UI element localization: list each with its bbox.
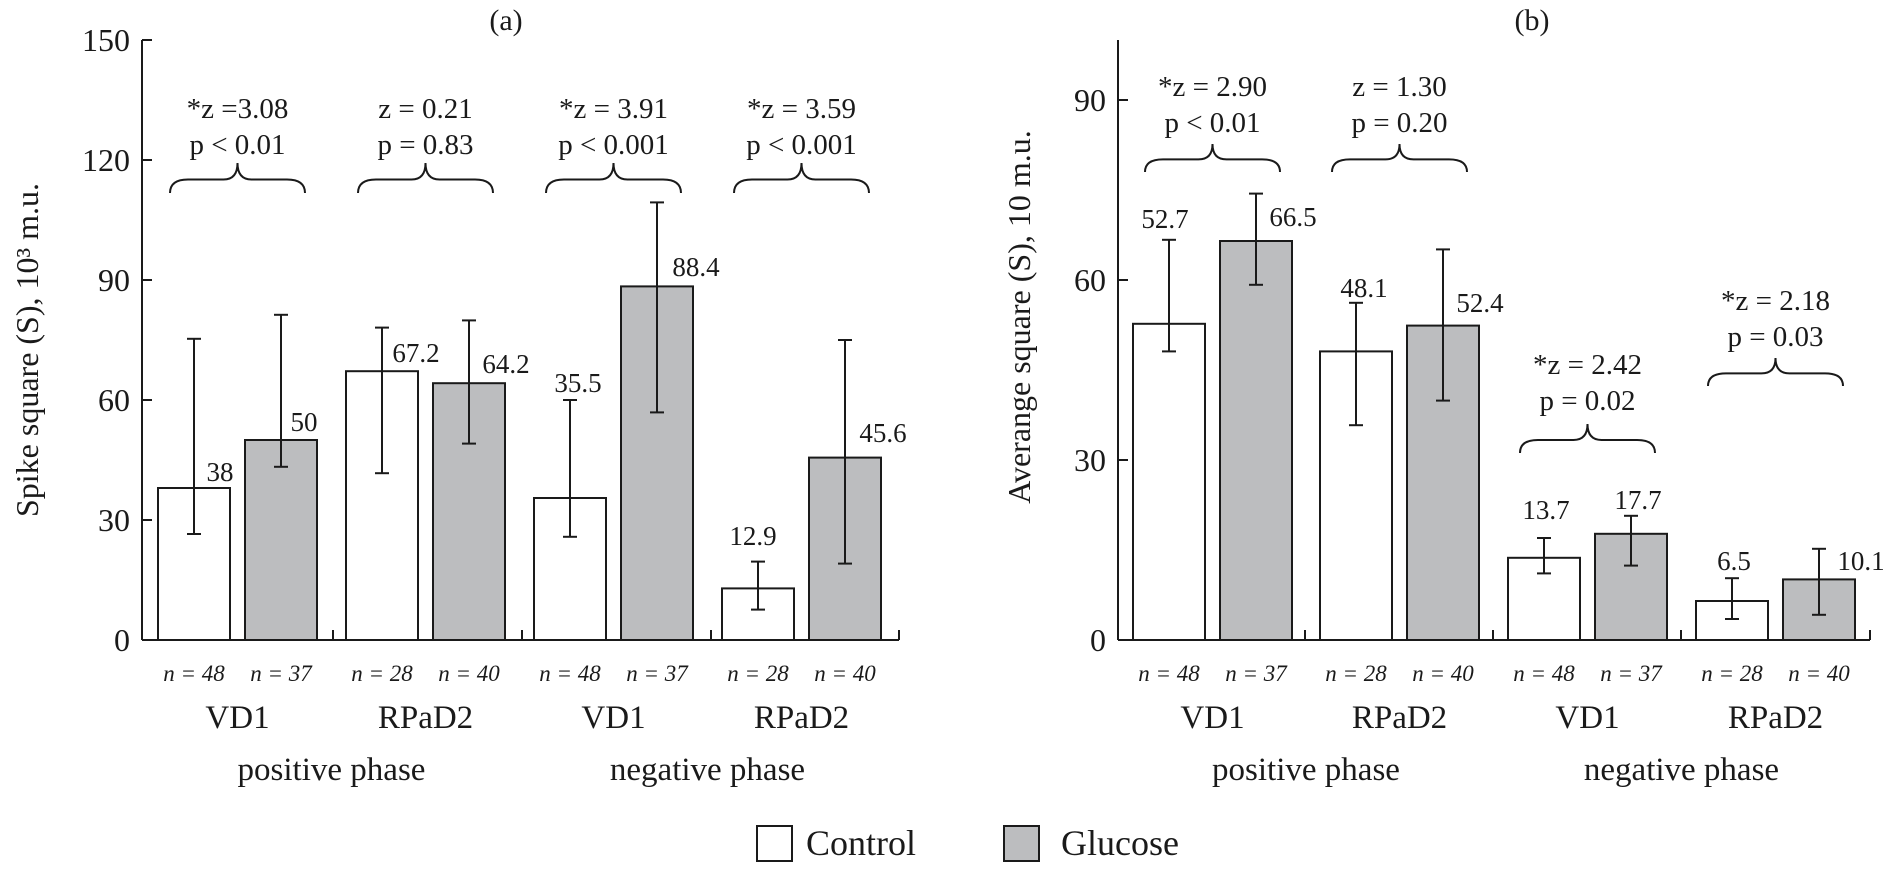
n-label: n = 37: [1600, 661, 1663, 686]
data-label: 45.6: [859, 418, 906, 448]
legend-label-control: Control: [806, 823, 916, 863]
data-label: 35.5: [554, 368, 601, 398]
panel-title: (b): [1515, 4, 1550, 37]
phase-label: negative phase: [1584, 752, 1779, 788]
p-value: p = 0.20: [1351, 107, 1447, 139]
data-label: 88.4: [672, 252, 720, 282]
p-value: p < 0.001: [558, 129, 669, 161]
bar-glucose: [244, 439, 318, 641]
data-label: 48.1: [1340, 273, 1387, 303]
group-label: VD1: [1555, 700, 1619, 736]
brace-bracket: [169, 162, 306, 194]
panel-title: (a): [489, 4, 522, 37]
phase-label: positive phase: [238, 752, 426, 788]
data-label: 6.5: [1717, 546, 1751, 576]
legend-swatch-glucose: [1003, 825, 1040, 862]
data-label: 52.7: [1141, 204, 1188, 234]
p-value: p < 0.001: [746, 129, 857, 161]
group-label: RPaD2: [754, 700, 849, 736]
y-tick-label: 60: [98, 382, 130, 418]
data-label: 12.9: [729, 521, 776, 551]
p-value: p = 0.83: [377, 129, 473, 161]
z-statistic: z = 0.21: [378, 93, 472, 125]
n-label: n = 28: [1325, 661, 1387, 686]
data-label: 13.7: [1522, 495, 1569, 525]
group-label: VD1: [581, 700, 645, 736]
group-label: RPaD2: [1352, 700, 1447, 736]
brace-bracket: [1331, 143, 1468, 173]
n-label: n = 48: [1138, 661, 1200, 686]
p-value: p < 0.01: [189, 129, 285, 161]
y-tick-label: 120: [82, 142, 130, 178]
n-label: n = 37: [1225, 661, 1288, 686]
z-statistic: *z = 3.59: [747, 93, 856, 125]
n-label: n = 28: [727, 661, 789, 686]
data-label: 38: [207, 457, 234, 487]
n-label: n = 48: [1513, 661, 1575, 686]
y-tick-label: 90: [98, 262, 130, 298]
n-label: n = 37: [626, 661, 689, 686]
n-label: n = 48: [163, 661, 225, 686]
y-tick-label: 30: [1074, 442, 1106, 478]
group-label: RPaD2: [378, 700, 473, 736]
n-label: n = 48: [539, 661, 601, 686]
data-label: 64.2: [482, 349, 529, 379]
brace-bracket: [1144, 143, 1281, 173]
data-label: 50: [291, 407, 318, 437]
y-tick-label: 90: [1074, 82, 1106, 118]
data-label: 66.5: [1269, 202, 1316, 232]
p-value: p = 0.03: [1727, 321, 1823, 353]
brace-bracket: [357, 162, 494, 194]
legend: Control Glucose: [756, 823, 1179, 863]
group-label: RPaD2: [1728, 700, 1823, 736]
y-tick-label: 0: [114, 622, 130, 658]
y-axis-label: Averange square (S), 10 m.u.: [1001, 130, 1037, 504]
p-value: p < 0.01: [1164, 107, 1260, 139]
y-axis-label: Spike square (S), 10³ m.u.: [9, 183, 45, 517]
n-label: n = 40: [814, 661, 876, 686]
n-label: n = 28: [1701, 661, 1763, 686]
brace-bracket: [1707, 357, 1844, 387]
brace-bracket: [1519, 423, 1656, 454]
legend-label-glucose: Glucose: [1061, 823, 1179, 863]
group-label: VD1: [205, 700, 269, 736]
n-label: n = 28: [351, 661, 413, 686]
group-label: VD1: [1180, 700, 1244, 736]
z-statistic: z = 1.30: [1352, 71, 1446, 103]
n-label: n = 37: [250, 661, 313, 686]
data-label: 10.1: [1837, 546, 1884, 576]
data-label: 17.7: [1614, 485, 1661, 515]
brace-bracket: [733, 162, 870, 194]
phase-label: negative phase: [610, 752, 805, 788]
y-tick-label: 150: [82, 22, 130, 58]
n-label: n = 40: [438, 661, 500, 686]
n-label: n = 40: [1788, 661, 1850, 686]
y-tick-label: 0: [1090, 622, 1106, 658]
n-label: n = 40: [1412, 661, 1474, 686]
panel-a: (a) Spike square (S), 10³ m.u. 0 30 60 90 120 1…: [9, 4, 907, 788]
y-tick-label: 30: [98, 502, 130, 538]
data-label: 67.2: [392, 338, 439, 368]
brace-bracket: [545, 162, 682, 194]
panel-b: (b) Averange square (S), 10 m.u. 0 30 60 90 52…: [1001, 4, 1885, 788]
z-statistic: *z = 2.18: [1721, 285, 1830, 317]
bar-control: [1132, 322, 1206, 641]
z-statistic: *z =3.08: [187, 93, 289, 125]
z-statistic: *z = 2.90: [1158, 71, 1267, 103]
data-label: 52.4: [1456, 288, 1504, 318]
z-statistic: *z = 2.42: [1533, 349, 1642, 381]
legend-swatch-control: [756, 825, 793, 862]
phase-label: positive phase: [1212, 752, 1400, 788]
y-tick-label: 60: [1074, 262, 1106, 298]
bar-glucose: [1219, 240, 1293, 641]
z-statistic: *z = 3.91: [559, 93, 668, 125]
p-value: p = 0.02: [1539, 385, 1635, 417]
